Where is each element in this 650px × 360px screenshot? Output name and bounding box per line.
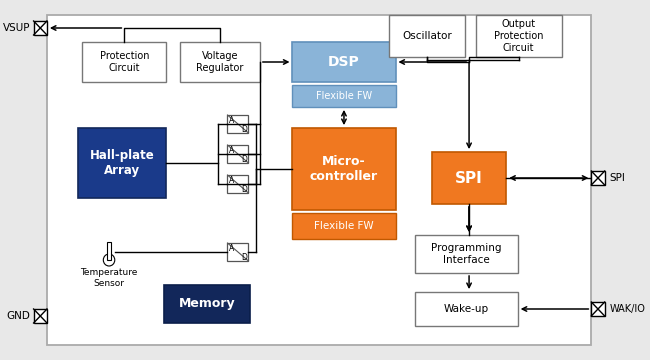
Text: Memory: Memory	[179, 297, 236, 310]
Bar	[164, 285, 250, 323]
Text: Micro-
controller: Micro- controller	[310, 155, 378, 183]
Text: A: A	[229, 243, 234, 252]
Bar	[292, 85, 396, 107]
Text: GND: GND	[7, 311, 31, 321]
Text: SPI: SPI	[610, 173, 625, 183]
Bar	[227, 145, 248, 163]
Bar	[389, 15, 465, 57]
Text: DSP: DSP	[328, 55, 360, 69]
Bar	[227, 115, 248, 133]
Text: D: D	[242, 154, 248, 163]
Bar	[415, 292, 518, 326]
Bar	[592, 302, 604, 316]
Bar	[292, 128, 396, 210]
Bar	[476, 15, 562, 57]
Bar	[415, 235, 518, 273]
Text: Output
Protection
Circuit: Output Protection Circuit	[494, 19, 543, 53]
Bar	[47, 15, 592, 345]
Bar	[227, 243, 248, 261]
Bar	[179, 42, 260, 82]
Circle shape	[103, 254, 115, 266]
Bar	[432, 152, 506, 204]
Bar	[292, 42, 396, 82]
Text: D: D	[242, 252, 248, 261]
Text: Temperature
Sensor: Temperature Sensor	[81, 268, 138, 288]
Text: Flexible FW: Flexible FW	[314, 221, 374, 231]
Text: Programming
Interface: Programming Interface	[431, 243, 501, 265]
Bar	[34, 309, 47, 323]
Text: A: A	[229, 176, 234, 185]
Bar	[227, 175, 248, 193]
Bar	[107, 242, 111, 260]
Bar	[292, 213, 396, 239]
Text: VSUP: VSUP	[3, 23, 31, 33]
Text: WAK/IO: WAK/IO	[610, 304, 645, 314]
Text: A: A	[229, 145, 234, 154]
Text: D: D	[242, 125, 248, 134]
Text: A: A	[229, 116, 234, 125]
Text: Protection
Circuit: Protection Circuit	[99, 51, 149, 73]
Bar	[34, 21, 47, 35]
Text: D: D	[242, 185, 248, 194]
Text: Voltage
Regulator: Voltage Regulator	[196, 51, 244, 73]
Text: Wake-up: Wake-up	[444, 304, 489, 314]
Text: Flexible FW: Flexible FW	[316, 91, 372, 101]
Text: Hall-plate
Array: Hall-plate Array	[90, 149, 155, 177]
Bar	[79, 128, 166, 198]
Bar	[592, 171, 604, 185]
Text: SPI: SPI	[455, 171, 483, 185]
Text: Oscillator: Oscillator	[402, 31, 452, 41]
Bar	[83, 42, 166, 82]
